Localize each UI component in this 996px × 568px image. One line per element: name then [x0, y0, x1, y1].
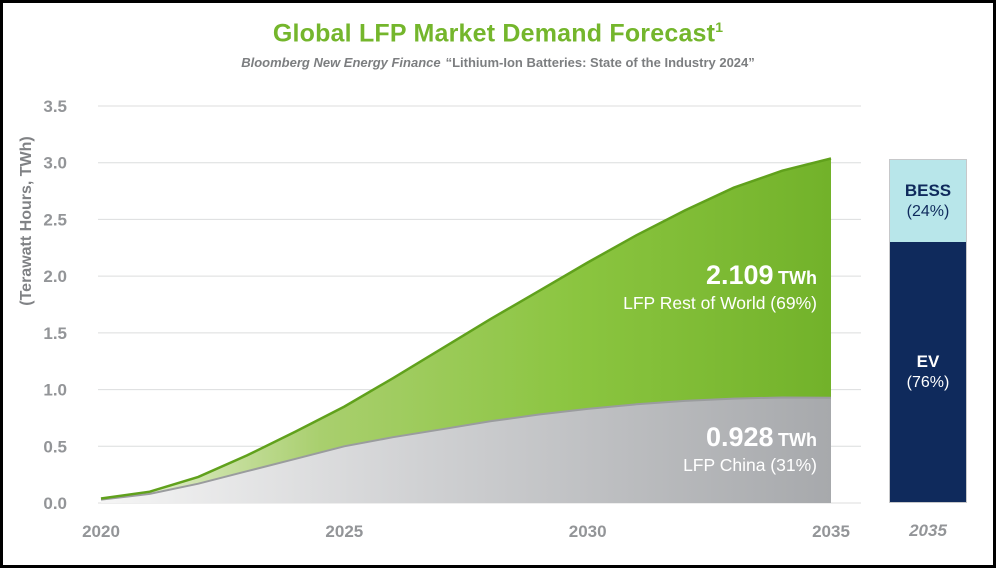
chart-canvas: 0.0 0.5 1.0 1.5 2.0 2.5 3.0 3.5 2020 2025 2030 2035	[43, 97, 861, 541]
svg-text:2030: 2030	[569, 522, 607, 541]
annotation-china: 0.928 TWh LFP China (31%)	[683, 421, 817, 477]
annotation-china-value-line: 0.928 TWh	[683, 421, 817, 455]
svg-text:2.5: 2.5	[43, 210, 67, 229]
svg-text:1.0: 1.0	[43, 381, 67, 400]
svg-text:3.5: 3.5	[43, 97, 67, 116]
svg-text:1.5: 1.5	[43, 324, 67, 343]
page-title: Global LFP Market Demand Forecast1	[3, 19, 993, 48]
title-footnote-marker: 1	[715, 19, 724, 35]
svg-text:2.0: 2.0	[43, 267, 67, 286]
bar-segment-ev-label: EV	[916, 351, 940, 371]
annotation-row-unit: TWh	[778, 268, 817, 288]
bar-segment-bess: BESS (24%)	[890, 159, 966, 242]
annotation-china-value: 0.928	[705, 422, 774, 452]
subtitle-source: Bloomberg New Energy Finance	[241, 55, 441, 70]
bar-segment-ev-pct: (76%)	[906, 373, 950, 391]
page-subtitle: Bloomberg New Energy Finance “Lithium-Ion…	[3, 55, 993, 70]
svg-text:2025: 2025	[325, 522, 363, 541]
bar-2035: BESS (24%) EV (76%)	[889, 158, 967, 503]
bar-x-label: 2035	[909, 521, 947, 540]
annotation-china-label: LFP China (31%)	[683, 454, 817, 475]
svg-text:3.0: 3.0	[43, 154, 67, 173]
annotation-rest-of-world: 2.109 TWh LFP Rest of World (69%)	[623, 259, 817, 315]
svg-text:0.5: 0.5	[43, 437, 67, 456]
svg-text:0.0: 0.0	[43, 494, 67, 513]
y-axis-label: (Terawatt Hours, TWh)	[18, 136, 35, 306]
annotation-row-value-line: 2.109 TWh	[623, 259, 817, 293]
bar-segment-bess-pct: (24%)	[906, 202, 950, 220]
svg-text:2020: 2020	[82, 522, 120, 541]
annotation-china-unit: TWh	[778, 430, 817, 450]
bar-segment-ev: EV (76%)	[890, 241, 966, 502]
subtitle-report: “Lithium-Ion Batteries: State of the Ind…	[445, 55, 755, 70]
annotation-row-value: 2.109	[705, 260, 774, 290]
svg-text:2035: 2035	[812, 522, 850, 541]
page-title-text: Global LFP Market Demand Forecast	[272, 19, 716, 48]
bar-segment-bess-label: BESS	[904, 180, 952, 200]
annotation-row-label: LFP Rest of World (69%)	[623, 292, 817, 313]
